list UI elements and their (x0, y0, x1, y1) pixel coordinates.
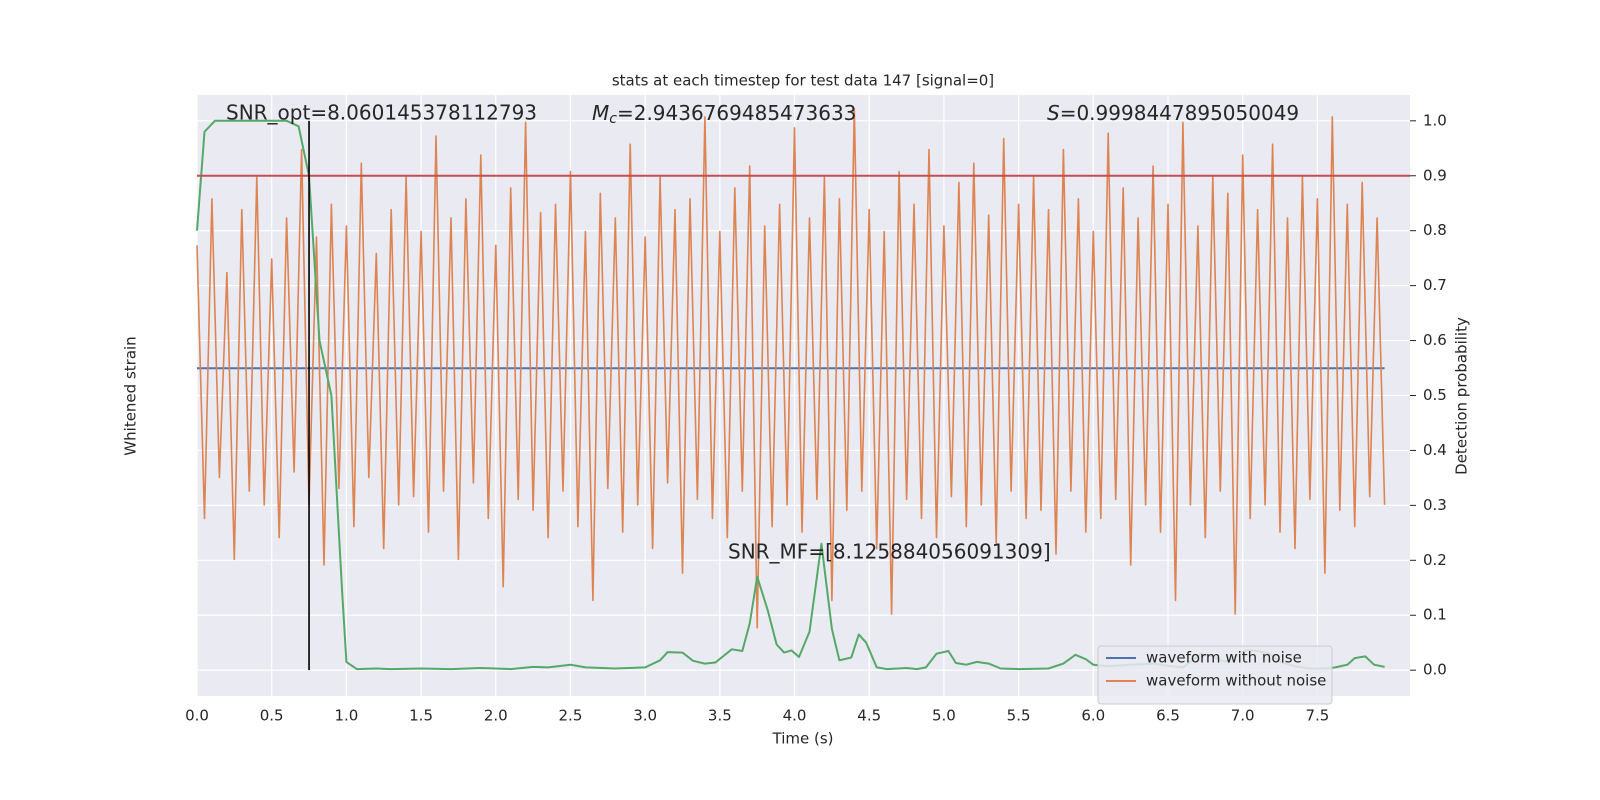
y2-tick-label: 0.4 (1423, 441, 1447, 459)
y2-tick-label: 0.1 (1423, 606, 1447, 624)
annotation-sub: c (609, 111, 617, 127)
series-line (196, 107, 1386, 629)
annotation-text: =2.9436769485473633 (617, 101, 856, 125)
y2-tick-label: 0.8 (1423, 221, 1447, 239)
annotation: Mc=2.9436769485473633 (592, 101, 856, 128)
y2-tick-label: 0.0 (1423, 661, 1447, 679)
y2-tick-label: 0.6 (1423, 331, 1447, 349)
x-tick-label: 6.0 (1081, 707, 1105, 725)
legend-label: waveform with noise (1146, 649, 1302, 667)
y2-tick-label: 0.5 (1423, 386, 1447, 404)
y2-axis-label: Detection probability (1453, 317, 1471, 475)
x-tick-label: 2.5 (559, 707, 583, 725)
annotation-symbol: S (1047, 101, 1060, 125)
x-tick-label: 6.5 (1156, 707, 1180, 725)
annotation: SNR_opt=8.060145378112793 (226, 101, 537, 125)
x-tick-label: 0.0 (185, 707, 209, 725)
x-tick-label: 4.5 (857, 707, 881, 725)
x-tick-label: 7.0 (1231, 707, 1255, 725)
y2-tick-label: 0.7 (1423, 276, 1447, 294)
x-tick-label: 7.5 (1305, 707, 1329, 725)
y2-tick-label: 1.0 (1423, 111, 1447, 129)
x-tick-label: 0.5 (260, 707, 284, 725)
x-tick-label: 1.0 (334, 707, 358, 725)
x-tick-label: 3.0 (633, 707, 657, 725)
y2-tick-label: 0.2 (1423, 551, 1447, 569)
x-tick-label: 1.5 (409, 707, 433, 725)
legend: waveform with noise waveform without nois… (1097, 645, 1333, 705)
legend-label: waveform without noise (1146, 672, 1326, 690)
chart-title: stats at each timestep for test data 147… (612, 72, 994, 90)
annotation: SNR_MF=[8.125884056091309] (728, 540, 1051, 564)
annotation-text: =0.9998447895050049 (1060, 101, 1299, 125)
y2-tick-label: 0.9 (1423, 166, 1447, 184)
x-tick-label: 5.0 (932, 707, 956, 725)
x-tick-label: 2.0 (484, 707, 508, 725)
annotation-symbol: M (592, 101, 609, 125)
y-axis-label: Whitened strain (122, 336, 140, 455)
x-tick-label: 3.5 (708, 707, 732, 725)
annotation: S=0.9998447895050049 (1047, 101, 1299, 125)
legend-box (1097, 645, 1333, 705)
x-tick-label: 4.0 (783, 707, 807, 725)
x-tick-label: 5.5 (1007, 707, 1031, 725)
y2-tick-label: 0.3 (1423, 496, 1447, 514)
x-axis-label: Time (s) (772, 730, 834, 748)
